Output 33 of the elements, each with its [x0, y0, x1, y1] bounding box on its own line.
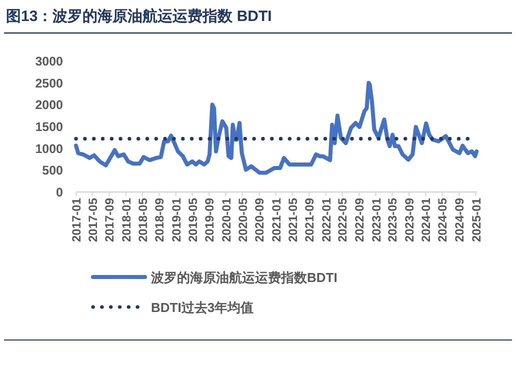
xtick: 2020-09 — [252, 198, 267, 242]
xtick: 2017-05 — [86, 198, 100, 242]
xtick: 2023-09 — [402, 198, 416, 242]
xtick: 2017-09 — [102, 198, 117, 242]
xtick: 2024-05 — [436, 198, 450, 242]
xtick: 2023-05 — [386, 198, 400, 242]
xtick: 2018-01 — [119, 198, 134, 242]
xtick: 2023-01 — [369, 198, 384, 242]
xtick: 2019-09 — [202, 198, 217, 242]
xtick: 2017-01 — [70, 198, 84, 242]
xtick: 2022-05 — [336, 198, 350, 242]
xtick: 2018-09 — [152, 198, 167, 242]
xtick: 2020-05 — [236, 198, 250, 242]
ytick: 1000 — [35, 142, 63, 156]
xtick: 2025-01 — [469, 198, 484, 242]
xtick: 2021-09 — [302, 198, 317, 242]
ytick: 1500 — [35, 120, 63, 134]
xtick: 2021-05 — [286, 198, 300, 242]
xtick: 2024-01 — [419, 198, 434, 242]
xtick: 2024-09 — [452, 198, 467, 242]
ytick: 2000 — [35, 98, 63, 112]
ytick: 500 — [42, 164, 63, 178]
title: 图13：波罗的海原油航运运费指数 BDTI — [6, 8, 272, 25]
xtick: 2022-09 — [352, 198, 367, 242]
xtick: 2018-05 — [136, 198, 150, 242]
ytick: 2500 — [35, 76, 63, 90]
xtick: 2019-01 — [169, 198, 184, 242]
xtick: 2022-01 — [319, 198, 334, 242]
ytick: 0 — [56, 186, 63, 200]
xtick: 2020-01 — [219, 198, 234, 242]
xtick: 2019-05 — [186, 198, 200, 242]
ytick: 3000 — [35, 54, 63, 68]
xtick: 2021-01 — [269, 198, 284, 242]
